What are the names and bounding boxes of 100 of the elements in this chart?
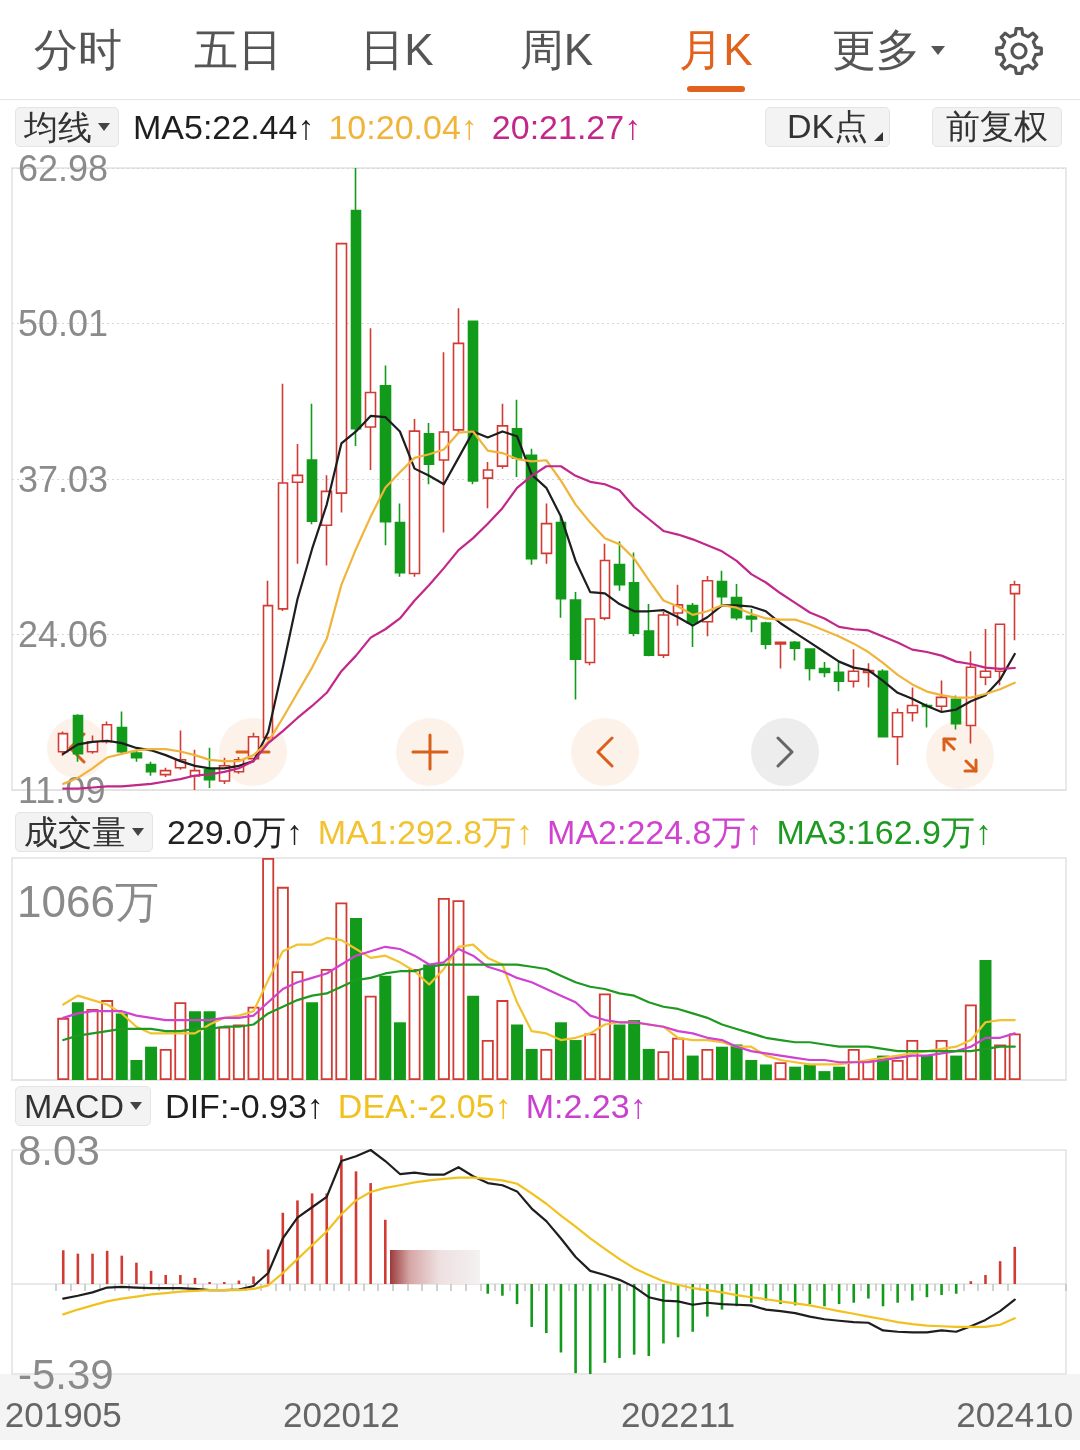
- bar: [159, 1048, 172, 1080]
- bar: [222, 1282, 226, 1285]
- text: 周K: [519, 25, 594, 74]
- bar: [891, 1060, 904, 1080]
- bar: [208, 1282, 211, 1285]
- legend-title: 均线: [24, 107, 92, 147]
- bar: [335, 902, 348, 1080]
- candlestick: [467, 320, 479, 486]
- bar: [701, 1048, 714, 1080]
- candlestick: [760, 621, 772, 650]
- bar: [164, 1275, 168, 1285]
- bar: [57, 1017, 70, 1080]
- bar: [174, 1002, 187, 1080]
- bar: [296, 1200, 299, 1285]
- candlestick: [774, 641, 787, 670]
- candlestick: [877, 668, 889, 738]
- bar: [823, 1284, 826, 1307]
- candlestick: [804, 647, 816, 682]
- candlestick: [452, 307, 465, 433]
- bar: [437, 897, 450, 1080]
- bar: [954, 1284, 958, 1294]
- bar: [486, 1284, 490, 1294]
- candlestick: [994, 623, 1006, 687]
- bar: [525, 1048, 538, 1080]
- text: MA3:162.9万↑: [776, 813, 992, 851]
- y-tick-label: -5.39: [18, 1350, 114, 1398]
- y-tick-label: 37.03: [18, 458, 109, 500]
- bar: [554, 1022, 567, 1080]
- bar: [657, 1051, 670, 1080]
- text: 月K: [679, 25, 753, 74]
- bar: [496, 1000, 509, 1080]
- bar: [145, 1046, 158, 1080]
- candlestick: [906, 686, 919, 723]
- candlestick: [350, 167, 362, 447]
- bar: [179, 1275, 182, 1285]
- candlestick: [438, 351, 450, 534]
- bar: [545, 1284, 548, 1334]
- dropdown-button: MACD: [15, 1086, 152, 1126]
- candlestick: [394, 502, 406, 578]
- bar: [584, 1033, 597, 1080]
- bar: [574, 1284, 577, 1374]
- bar: [613, 1024, 626, 1080]
- candlestick: [57, 730, 69, 757]
- text: M:2.23↑: [525, 1087, 647, 1125]
- text: 更多: [831, 25, 920, 74]
- bar: [91, 1253, 94, 1285]
- bar: [383, 1219, 387, 1285]
- y-tick-label: 50.01: [18, 302, 109, 344]
- bar: [101, 1000, 114, 1080]
- bar: [672, 1037, 685, 1080]
- bar: [940, 1284, 943, 1296]
- text: 10:20.04↑: [328, 108, 478, 146]
- legend-title: 成交量: [24, 812, 126, 852]
- bar: [745, 1060, 758, 1080]
- y-tick-label: 8.03: [18, 1126, 100, 1174]
- candlestick: [628, 551, 640, 638]
- bar: [120, 1255, 124, 1285]
- candlestick: [716, 569, 728, 606]
- bar: [642, 1048, 655, 1080]
- candlestick: [613, 540, 626, 592]
- bar: [569, 1040, 582, 1080]
- bar: [686, 1055, 699, 1080]
- bar: [540, 1048, 553, 1080]
- candlestick: [423, 422, 435, 486]
- annotation: 1066万: [17, 877, 159, 926]
- bar: [628, 1020, 641, 1080]
- bar: [920, 1055, 933, 1080]
- candlestick: [364, 327, 377, 471]
- text: 五日: [193, 25, 282, 74]
- text: MA1:292.8万↑: [317, 813, 534, 851]
- candlestick: [277, 382, 289, 612]
- button: 前复权: [932, 107, 1062, 147]
- bar: [262, 858, 275, 1080]
- bar: [364, 995, 377, 1080]
- candlestick: [643, 603, 655, 658]
- candlestick: [789, 640, 801, 662]
- bar: [530, 1284, 533, 1327]
- bar: [247, 1006, 260, 1080]
- bar: [896, 1284, 899, 1303]
- y-tick-label: 11.09: [18, 769, 106, 811]
- dropdown-button: DK点: [765, 107, 890, 147]
- bar: [774, 1062, 787, 1080]
- candlestick: [540, 502, 553, 565]
- candlestick: [291, 443, 304, 565]
- candlestick: [408, 418, 421, 578]
- bar: [803, 1064, 816, 1080]
- bar: [135, 1262, 138, 1285]
- bar: [369, 1183, 372, 1285]
- bar: [1008, 1033, 1021, 1080]
- candlestick: [847, 648, 860, 689]
- candlestick: [891, 707, 904, 766]
- text: 20:21.27↑: [491, 108, 642, 146]
- candlestick: [584, 618, 596, 667]
- bar: [588, 1284, 592, 1374]
- legend-title: MACD: [24, 1086, 125, 1126]
- candlestick: [379, 364, 392, 547]
- candlestick: [335, 242, 348, 514]
- bar: [452, 900, 465, 1080]
- series-label: DIF:-0.93↑: [165, 1087, 324, 1125]
- bar: [618, 1284, 621, 1358]
